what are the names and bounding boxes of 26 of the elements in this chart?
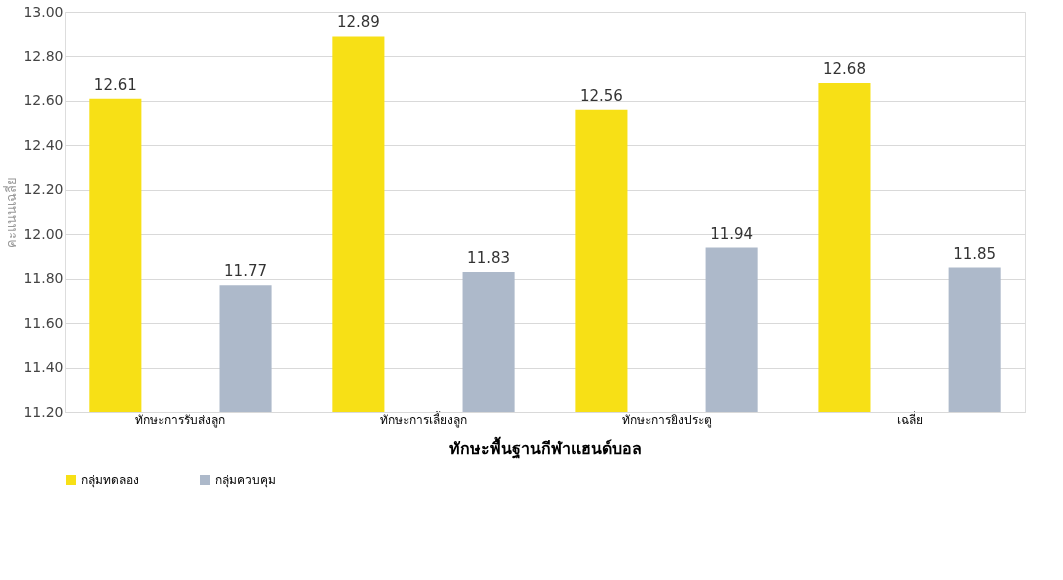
x-axis-title: ทักษะพื้นฐานกีฬาแฮนด์บอล: [449, 435, 642, 459]
data-label: 12.68: [822, 60, 866, 79]
legend-label: กลุ่มทดลอง: [81, 473, 139, 488]
legend-label: กลุ่มควบคุม: [215, 473, 276, 488]
y-tick-label: 11.60: [23, 314, 64, 331]
x-tick-label: ทักษะการรับส่งลูก: [135, 412, 226, 428]
x-tick-label: ทักษะการเลี้ยงลูก: [379, 410, 467, 428]
x-tick-label: เฉลี่ย: [896, 410, 923, 427]
data-label: 12.61: [93, 75, 137, 94]
data-label: 11.83: [467, 249, 511, 267]
y-tick-label: 11.40: [23, 359, 64, 376]
data-label: 11.77: [224, 262, 268, 281]
y-tick-label: 11.80: [23, 270, 64, 287]
x-tick-label: ทักษะการยิงประตู: [621, 412, 712, 428]
y-tick-label: 12.20: [23, 181, 64, 198]
data-label: 12.89: [336, 13, 380, 32]
data-label: 11.85: [953, 244, 997, 263]
y-tick-label: 11.20: [23, 403, 64, 420]
y-tick-label: 12.00: [23, 225, 64, 242]
data-label: 12.56: [579, 86, 623, 105]
y-tick-label: 13.00: [23, 3, 64, 20]
data-label: 11.94: [710, 224, 754, 243]
y-tick-label: 12.80: [23, 47, 64, 64]
y-tick-label: 12.40: [23, 136, 64, 153]
y-tick-label: 12.60: [23, 92, 64, 109]
y-axis-title: คะแนนเฉลี่ย: [3, 177, 20, 248]
